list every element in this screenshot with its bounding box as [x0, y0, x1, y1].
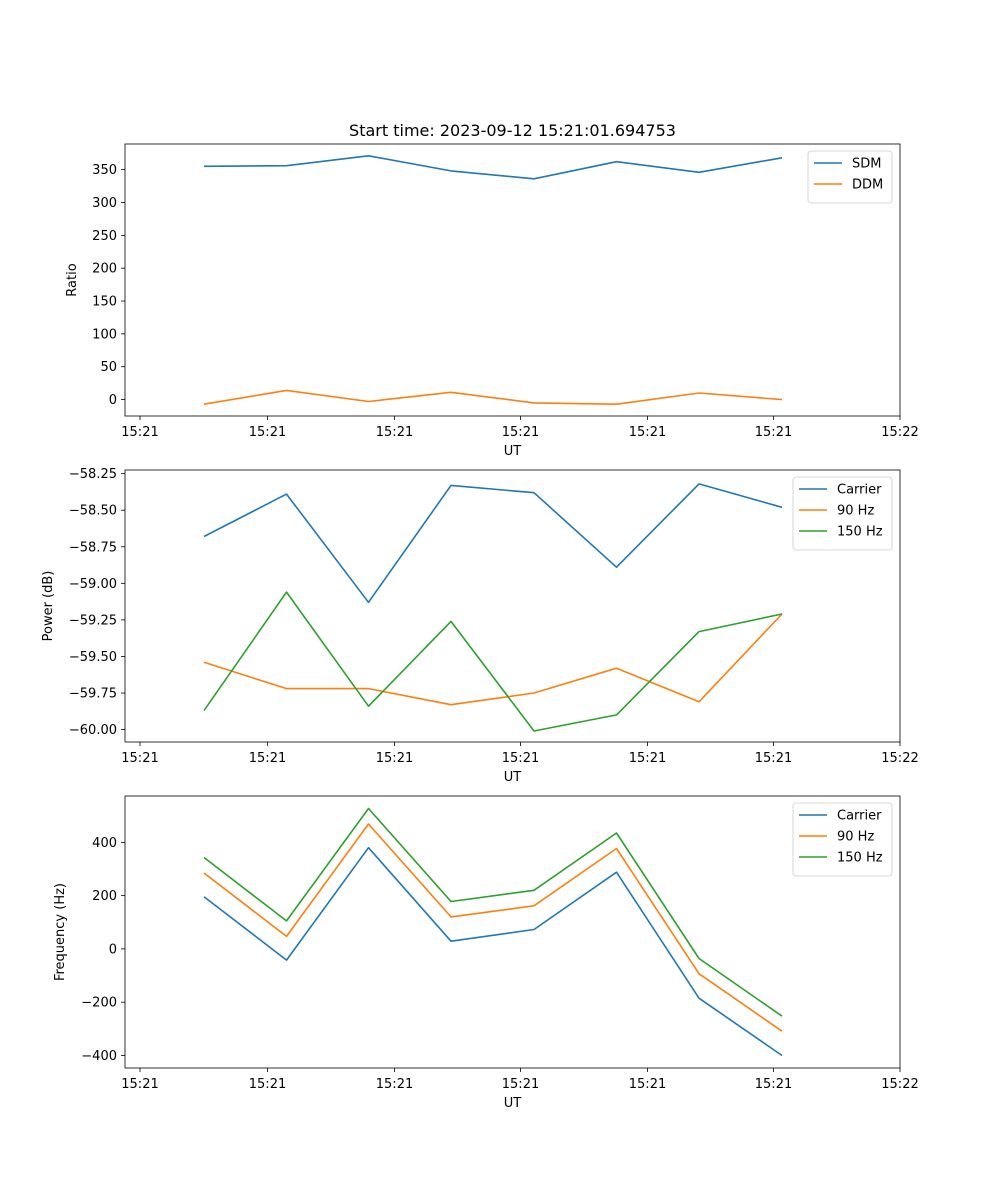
- series-line-150-hz: [203, 591, 783, 732]
- y-tick-label: 350: [92, 163, 117, 178]
- legend-box: [807, 150, 893, 204]
- x-tick-label: 15:21: [755, 751, 792, 766]
- x-tick-label: 15:21: [121, 425, 158, 440]
- x-tick-label: 15:21: [755, 1077, 792, 1092]
- series-line-carrier: [203, 483, 783, 604]
- x-tick-label: 15:21: [376, 751, 413, 766]
- y-axis-label: Frequency (Hz): [53, 883, 68, 981]
- y-tick-label: −59.00: [69, 577, 117, 592]
- x-tick-label: 15:21: [629, 1077, 666, 1092]
- plot-frame: [124, 143, 901, 417]
- y-tick-label: −60.00: [69, 723, 117, 738]
- y-tick-label: 0: [109, 393, 117, 408]
- x-tick-label: 15:21: [121, 1077, 158, 1092]
- x-tick-label: 15:21: [249, 1077, 286, 1092]
- y-tick-label: 250: [92, 229, 117, 244]
- panel-2: 15:21 15:21 15:21 15:21 15:21 15:21 15:22 −60.0…: [41, 467, 919, 785]
- x-tick-label: 15:22: [881, 751, 918, 766]
- panel-1: 15:21 15:21 15:21 15:21 15:21 15:21 15:22 0 50 10…: [65, 143, 919, 459]
- y-tick-label: 200: [92, 262, 117, 277]
- x-tick-label: 15:21: [502, 425, 539, 440]
- x-tick-label: 15:21: [502, 751, 539, 766]
- y-tick-label: 200: [92, 889, 117, 904]
- legend-label: SDM: [852, 157, 881, 172]
- y-tick-label: 0: [109, 942, 117, 957]
- x-tick-label: 15:21: [249, 425, 286, 440]
- y-tick-label: −200: [81, 996, 117, 1011]
- x-tick-label: 15:22: [881, 425, 918, 440]
- chart-title: Start time: 2023-09-12 15:21:01.694753: [349, 121, 676, 140]
- legend-label: Carrier: [837, 483, 882, 498]
- plot-frame: [124, 795, 901, 1069]
- y-axis-label: Power (dB): [41, 571, 56, 642]
- panels: 15:21 15:21 15:21 15:21 15:21 15:21 15:22 0 50 10…: [41, 143, 919, 1111]
- legend-label: Carrier: [837, 809, 882, 824]
- y-tick-label: 400: [92, 836, 117, 851]
- x-tick-label: 15:22: [881, 1077, 918, 1092]
- series-line-ddm: [203, 389, 783, 406]
- y-tick-label: 300: [92, 196, 117, 211]
- y-tick-label: 50: [100, 360, 117, 375]
- series-line-sdm: [203, 155, 783, 180]
- y-axis-label: Ratio: [65, 263, 80, 296]
- x-tick-label: 15:21: [755, 425, 792, 440]
- series-line-carrier: [203, 846, 783, 1057]
- x-tick-label: 15:21: [629, 751, 666, 766]
- y-tick-label: −58.50: [69, 504, 117, 519]
- plot-frame: [124, 469, 901, 743]
- x-tick-label: 15:21: [376, 425, 413, 440]
- y-tick-label: −58.75: [69, 540, 117, 555]
- legend-label: DDM: [852, 178, 883, 193]
- legend-label: 150 Hz: [837, 525, 883, 540]
- x-tick-label: 15:21: [376, 1077, 413, 1092]
- y-tick-label: −59.25: [69, 613, 117, 628]
- x-axis-label: UT: [504, 770, 522, 785]
- x-tick-label: 15:21: [249, 751, 286, 766]
- legend-label: 150 Hz: [837, 851, 883, 866]
- series-line-150-hz: [203, 807, 783, 1017]
- y-tick-label: −59.75: [69, 687, 117, 702]
- panel-3: 15:21 15:21 15:21 15:21 15:21 15:21 15:22 −400 −…: [53, 795, 919, 1111]
- x-tick-label: 15:21: [629, 425, 666, 440]
- x-tick-label: 15:21: [121, 751, 158, 766]
- x-tick-label: 15:21: [502, 1077, 539, 1092]
- y-tick-label: −58.25: [69, 467, 117, 482]
- series-line-90-hz: [203, 823, 783, 1032]
- x-axis-label: UT: [504, 1096, 522, 1111]
- x-axis-label: UT: [504, 444, 522, 459]
- series-line-90-hz: [203, 613, 783, 706]
- y-tick-label: −400: [81, 1049, 117, 1064]
- legend-label: 90 Hz: [837, 830, 874, 845]
- legend-label: 90 Hz: [837, 504, 874, 519]
- y-tick-label: 100: [92, 327, 117, 342]
- y-tick-label: 150: [92, 295, 117, 310]
- y-tick-label: −59.50: [69, 650, 117, 665]
